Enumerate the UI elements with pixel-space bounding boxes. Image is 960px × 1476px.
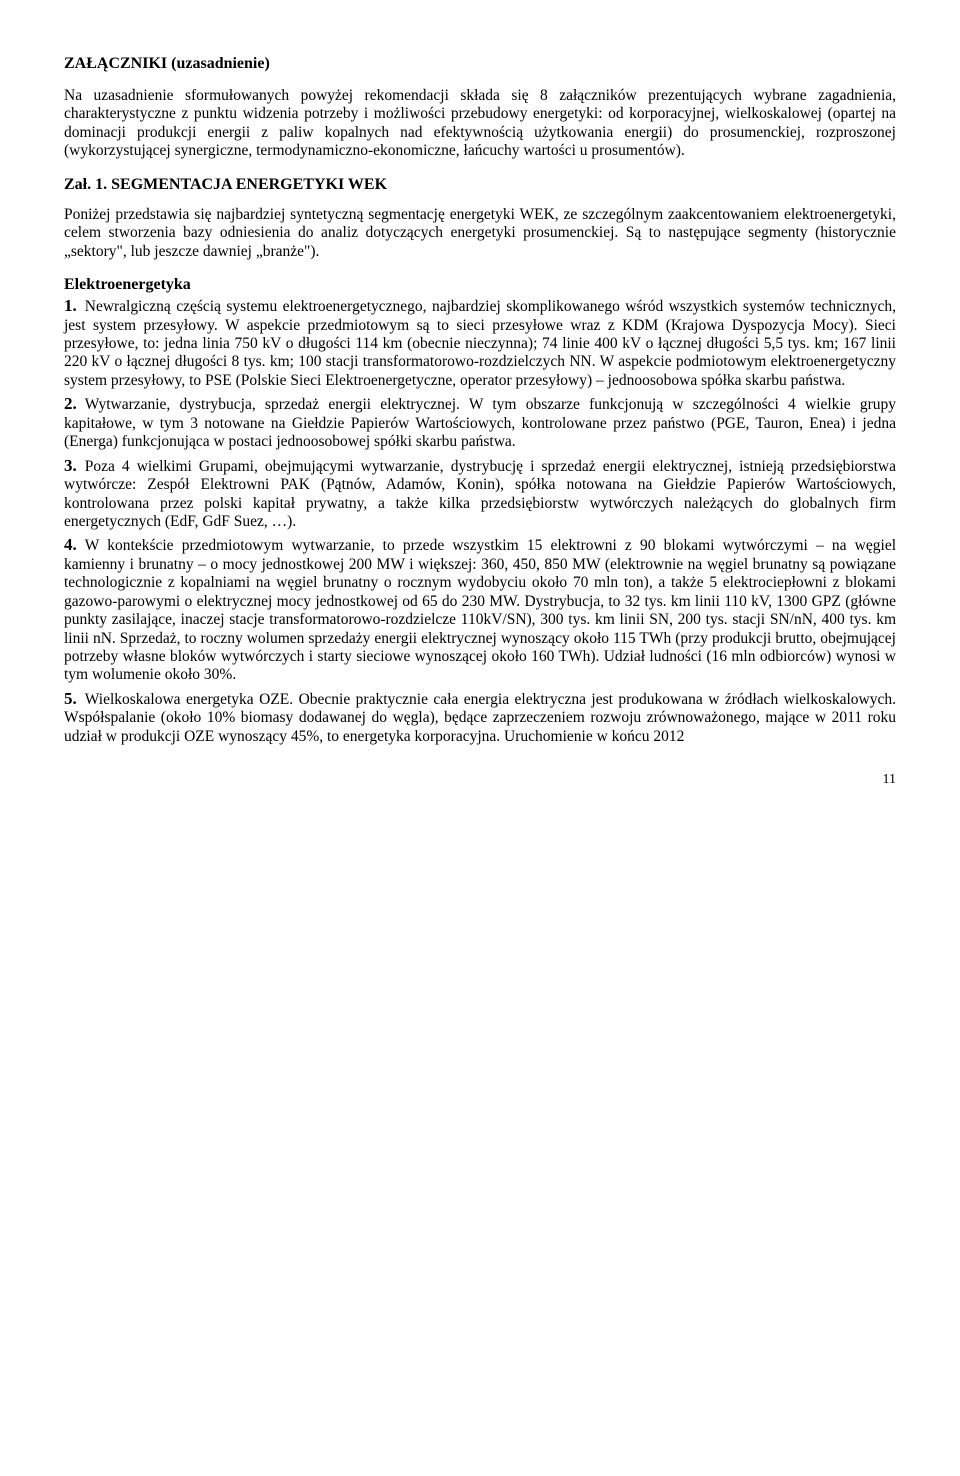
section-1-heading: Zał. 1. SEGMENTACJA ENERGETYKI WEK xyxy=(64,175,896,194)
numbered-item: 2.Wytwarzanie, dystrybucja, sprzedaż ene… xyxy=(64,394,896,451)
numbered-item: 3.Poza 4 wielkimi Grupami, obejmującymi … xyxy=(64,456,896,532)
page-number: 11 xyxy=(64,772,896,789)
subheading-elektroenergetyka: Elektroenergetyka xyxy=(64,275,896,294)
item-number: 4. xyxy=(64,535,85,554)
item-text: Wytwarzanie, dystrybucja, sprzedaż energ… xyxy=(64,396,896,450)
item-number: 3. xyxy=(64,456,85,475)
numbered-item: 4.W kontekście przedmiotowym wytwarzanie… xyxy=(64,535,896,685)
item-text: Poza 4 wielkimi Grupami, obejmującymi wy… xyxy=(64,458,896,530)
section-1-intro: Poniżej przedstawia się najbardziej synt… xyxy=(64,206,896,261)
numbered-item: 5.Wielkoskalowa energetyka OZE. Obecnie … xyxy=(64,689,896,746)
item-number: 2. xyxy=(64,394,85,413)
item-text: W kontekście przedmiotowym wytwarzanie, … xyxy=(64,537,896,683)
item-number: 5. xyxy=(64,689,85,708)
item-text: Wielkoskalowa energetyka OZE. Obecnie pr… xyxy=(64,691,896,745)
item-text: Newralgiczną częścią systemu elektroener… xyxy=(64,298,896,389)
page-title: ZAŁĄCZNIKI (uzasadnienie) xyxy=(64,54,896,73)
item-number: 1. xyxy=(64,296,85,315)
intro-paragraph: Na uzasadnienie sformułowanych powyżej r… xyxy=(64,87,896,161)
numbered-item: 1.Newralgiczną częścią systemu elektroen… xyxy=(64,296,896,390)
